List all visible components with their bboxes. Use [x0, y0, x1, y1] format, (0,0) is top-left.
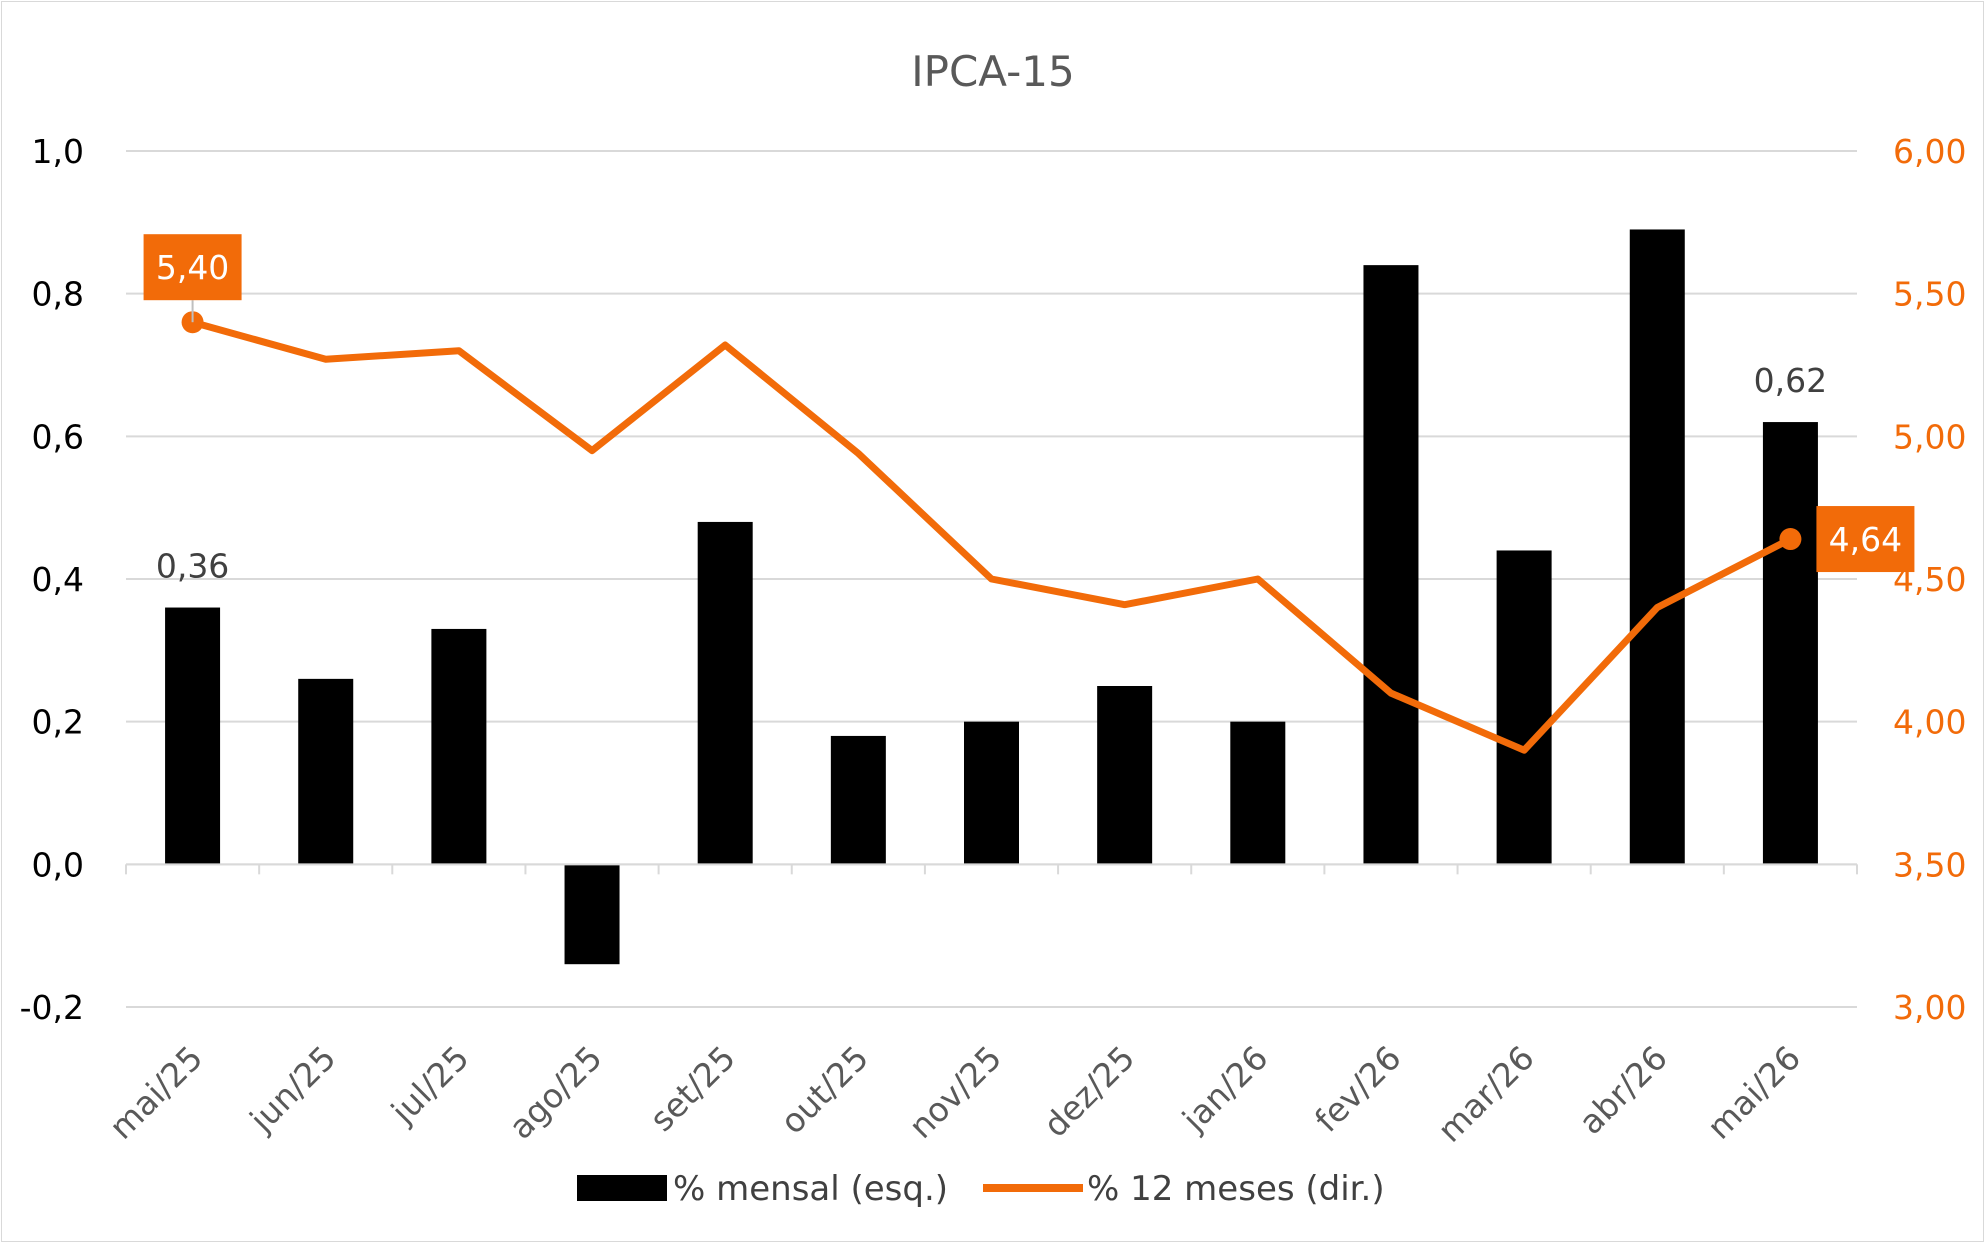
x-tick-label: jan/26	[1174, 1038, 1275, 1139]
x-tick-label: out/25	[773, 1038, 876, 1141]
right-tick-label: 5,50	[1893, 275, 1966, 314]
bar-mai-26	[1762, 422, 1818, 865]
x-tick-label: abr/26	[1571, 1038, 1675, 1142]
x-tick-label: mai/26	[1699, 1038, 1808, 1147]
legend: % mensal (esq.) % 12 meses (dir.)	[577, 1169, 1385, 1209]
left-tick-label: 0,0	[32, 845, 84, 884]
x-tick-label: jun/25	[241, 1038, 343, 1140]
right-tick-label: 3,00	[1893, 988, 1966, 1027]
left-tick-label: 1,0	[32, 132, 84, 171]
x-tick-label: ago/25	[501, 1038, 610, 1147]
callout-label: 4,64	[1829, 520, 1902, 559]
bar-out-25	[830, 735, 886, 865]
data-labels: 0,36 0,62	[156, 361, 1827, 585]
bar-nov-25	[964, 721, 1019, 865]
bar-mar-26	[1496, 550, 1552, 865]
left-axis-ticks: 1,0 0,8 0,6 0,4 0,2 0,0 -0,2	[20, 132, 84, 1027]
callout-label: 5,40	[156, 248, 229, 287]
chart-title: IPCA-15	[911, 47, 1074, 96]
bar-jan-26	[1230, 721, 1286, 865]
x-tick-label: mar/26	[1430, 1038, 1542, 1150]
line-marker-mai-26	[1779, 528, 1802, 551]
bar-set-25	[697, 521, 753, 865]
right-tick-label: 4,00	[1893, 703, 1966, 742]
x-axis-ticks: mai/25 jun/25 jul/25 ago/25 set/25 out/25 nov/…	[102, 1038, 1808, 1150]
bar-abr-26	[1629, 229, 1685, 865]
line-12-meses	[189, 318, 1794, 754]
bar-dez-25	[1097, 686, 1153, 865]
bar-ago-25	[564, 864, 620, 965]
callout-box	[143, 234, 242, 301]
x-tick-label: jul/25	[383, 1038, 477, 1132]
left-tick-label: -0,2	[20, 988, 84, 1027]
x-tick-label: fev/26	[1307, 1038, 1409, 1140]
callout-box	[1816, 506, 1915, 573]
x-tick-label: dez/25	[1036, 1038, 1143, 1145]
bar-jun-25	[298, 678, 354, 865]
right-tick-label: 5,00	[1893, 417, 1966, 456]
line-series	[181, 311, 1802, 754]
bar-data-label: 0,62	[1754, 361, 1827, 400]
left-tick-label: 0,8	[32, 275, 84, 314]
left-tick-label: 0,6	[32, 417, 84, 456]
right-axis-ticks: 6,005,505,004,504,003,503,00	[1893, 132, 1966, 1027]
bar-series	[165, 229, 1818, 965]
left-tick-label: 0,2	[32, 703, 84, 742]
x-axis	[125, 863, 1858, 875]
bar-mai-25	[165, 607, 221, 865]
right-tick-label: 6,00	[1893, 132, 1966, 171]
left-tick-label: 0,4	[32, 560, 84, 599]
x-tick-label: nov/25	[901, 1038, 1009, 1146]
legend-label-line: % 12 meses (dir.)	[1087, 1169, 1385, 1209]
legend-swatch-bar	[577, 1175, 667, 1201]
bar-data-label: 0,36	[156, 547, 229, 586]
x-tick-label: mai/25	[102, 1038, 211, 1147]
right-tick-label: 3,50	[1893, 845, 1966, 884]
bar-jul-25	[431, 628, 487, 865]
x-tick-label: set/25	[642, 1038, 743, 1139]
callouts: 5,40 4,64	[143, 234, 1915, 573]
legend-label-bar: % mensal (esq.)	[673, 1169, 948, 1209]
bar-fev-26	[1363, 265, 1419, 865]
